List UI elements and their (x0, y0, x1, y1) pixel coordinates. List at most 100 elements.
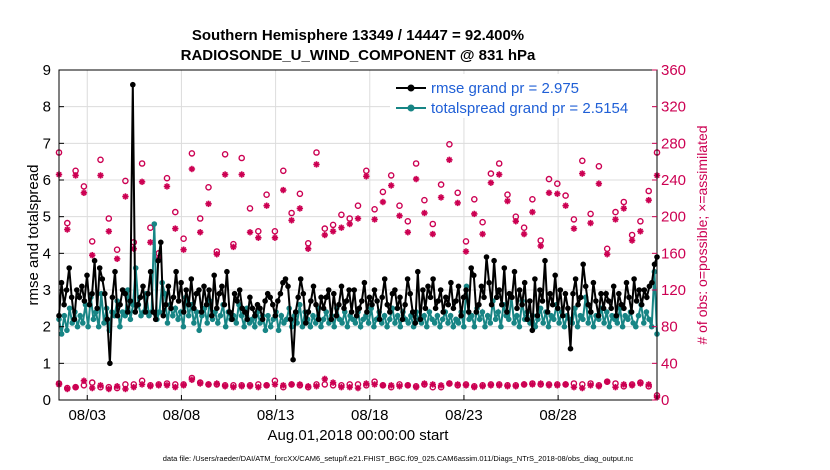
y-right-tick-label: 200 (661, 209, 686, 226)
rmse-point (84, 272, 90, 279)
rmse-point (486, 279, 492, 286)
rmse-point (448, 279, 454, 286)
totalspread-point (352, 320, 359, 326)
rmse-point (191, 305, 197, 312)
totalspread-point (476, 316, 483, 323)
obs_assimilated-point (554, 190, 561, 197)
obs_assimilated_low-point (446, 380, 453, 387)
rmse-point (552, 272, 558, 279)
obs_assimilated-point (446, 156, 453, 164)
totalspread-point (215, 320, 221, 326)
obs_possible-point (387, 172, 395, 179)
rmse-point (455, 283, 462, 290)
totalspread-point (283, 316, 290, 323)
obs_possible-point (429, 220, 437, 228)
rmse-point (496, 287, 503, 293)
totalspread-point (252, 323, 258, 330)
obs_assimilated-point (213, 251, 221, 258)
rmse-point (628, 309, 635, 315)
obs_possible_low-point (321, 381, 329, 388)
rmse-point (458, 312, 464, 319)
obs_possible-point (88, 238, 96, 245)
rmse-point (437, 287, 444, 293)
obs_assimilated_low-point (163, 382, 171, 389)
obs_possible-point (529, 195, 536, 203)
obs_assimilated_low-point (421, 380, 428, 387)
rmse-point (267, 294, 274, 301)
obs_assimilated_low-point (196, 380, 204, 387)
rmse-point (529, 327, 536, 334)
obs_assimilated_low-point (213, 380, 221, 387)
rmse-line (58, 84, 658, 364)
obs_assimilated-point (412, 175, 420, 183)
obs_assimilated-point (138, 178, 146, 186)
obs_assimilated-point (246, 229, 254, 236)
obs_possible-point (404, 217, 412, 225)
obs_assimilated-point (645, 196, 652, 204)
totalspread-point (633, 323, 639, 330)
rmse-point (539, 298, 546, 304)
obs_possible-point (579, 157, 586, 165)
rmse-point (140, 283, 146, 290)
obs_assimilated_low-point (180, 382, 187, 389)
rmse-point (351, 287, 358, 293)
totalspread-point (384, 323, 390, 330)
rmse-point (122, 290, 128, 297)
obs_possible-point (279, 167, 287, 175)
rmse-point (450, 305, 457, 312)
rmse-point (555, 305, 561, 312)
obs_assimilated_low-point (462, 382, 470, 389)
y-right-tick-label: 80 (661, 319, 678, 336)
rmse-point (132, 309, 139, 315)
rmse-point (170, 294, 177, 301)
rmse-point (560, 312, 566, 319)
obs_assimilated-point (205, 200, 212, 208)
obs_assimilated_low-point (346, 383, 353, 391)
obs_assimilated-point (304, 245, 312, 252)
rmse-point (356, 305, 363, 312)
obs_assimilated_low-point (363, 380, 370, 387)
rmse-point (369, 301, 375, 308)
rmse-point (318, 294, 324, 301)
rmse-point (644, 294, 650, 301)
rmse-point (537, 287, 543, 293)
legend-spread-label: totalspread grand pr = 2.5154 (431, 100, 628, 117)
totalspread-point (164, 320, 171, 326)
totalspread-point (387, 316, 393, 323)
obs_assimilated-point (113, 255, 121, 263)
y-axis-label: rmse and totalspread (25, 165, 42, 306)
rmse-point (168, 305, 174, 312)
rmse-point (384, 301, 391, 308)
y-right-tick-label: 240 (661, 172, 686, 189)
obs_possible-point (462, 238, 470, 245)
totalspread-point (320, 316, 327, 323)
rmse-point (527, 298, 533, 304)
x-tick-label: 08/23 (445, 407, 483, 424)
rmse-point (186, 301, 192, 308)
totalspread-point (601, 320, 607, 326)
obs_possible-point (603, 245, 611, 253)
obs_assimilated-point (296, 205, 304, 212)
rmse-point (290, 356, 296, 363)
totalspread-point (648, 323, 655, 330)
rmse-point (341, 305, 347, 312)
rmse-point (180, 309, 187, 315)
obs_possible-point (80, 183, 88, 190)
obs_possible-point (554, 180, 561, 187)
rmse-point (282, 276, 289, 282)
rmse-point (582, 283, 589, 290)
obs_assimilated_low-point (637, 380, 644, 387)
rmse-point (173, 268, 179, 275)
obs_assimilated-point (105, 228, 113, 235)
rmse-point (374, 298, 380, 304)
rmse-point (208, 312, 215, 319)
obs_assimilated-point (562, 202, 569, 209)
rmse-point (216, 290, 223, 297)
rmse-point (397, 294, 403, 301)
rmse-point (331, 290, 337, 297)
totalspread-point (471, 323, 478, 330)
y-right-tick-label: 320 (661, 99, 686, 116)
rmse-point (387, 309, 393, 315)
rmse-point (575, 301, 581, 308)
